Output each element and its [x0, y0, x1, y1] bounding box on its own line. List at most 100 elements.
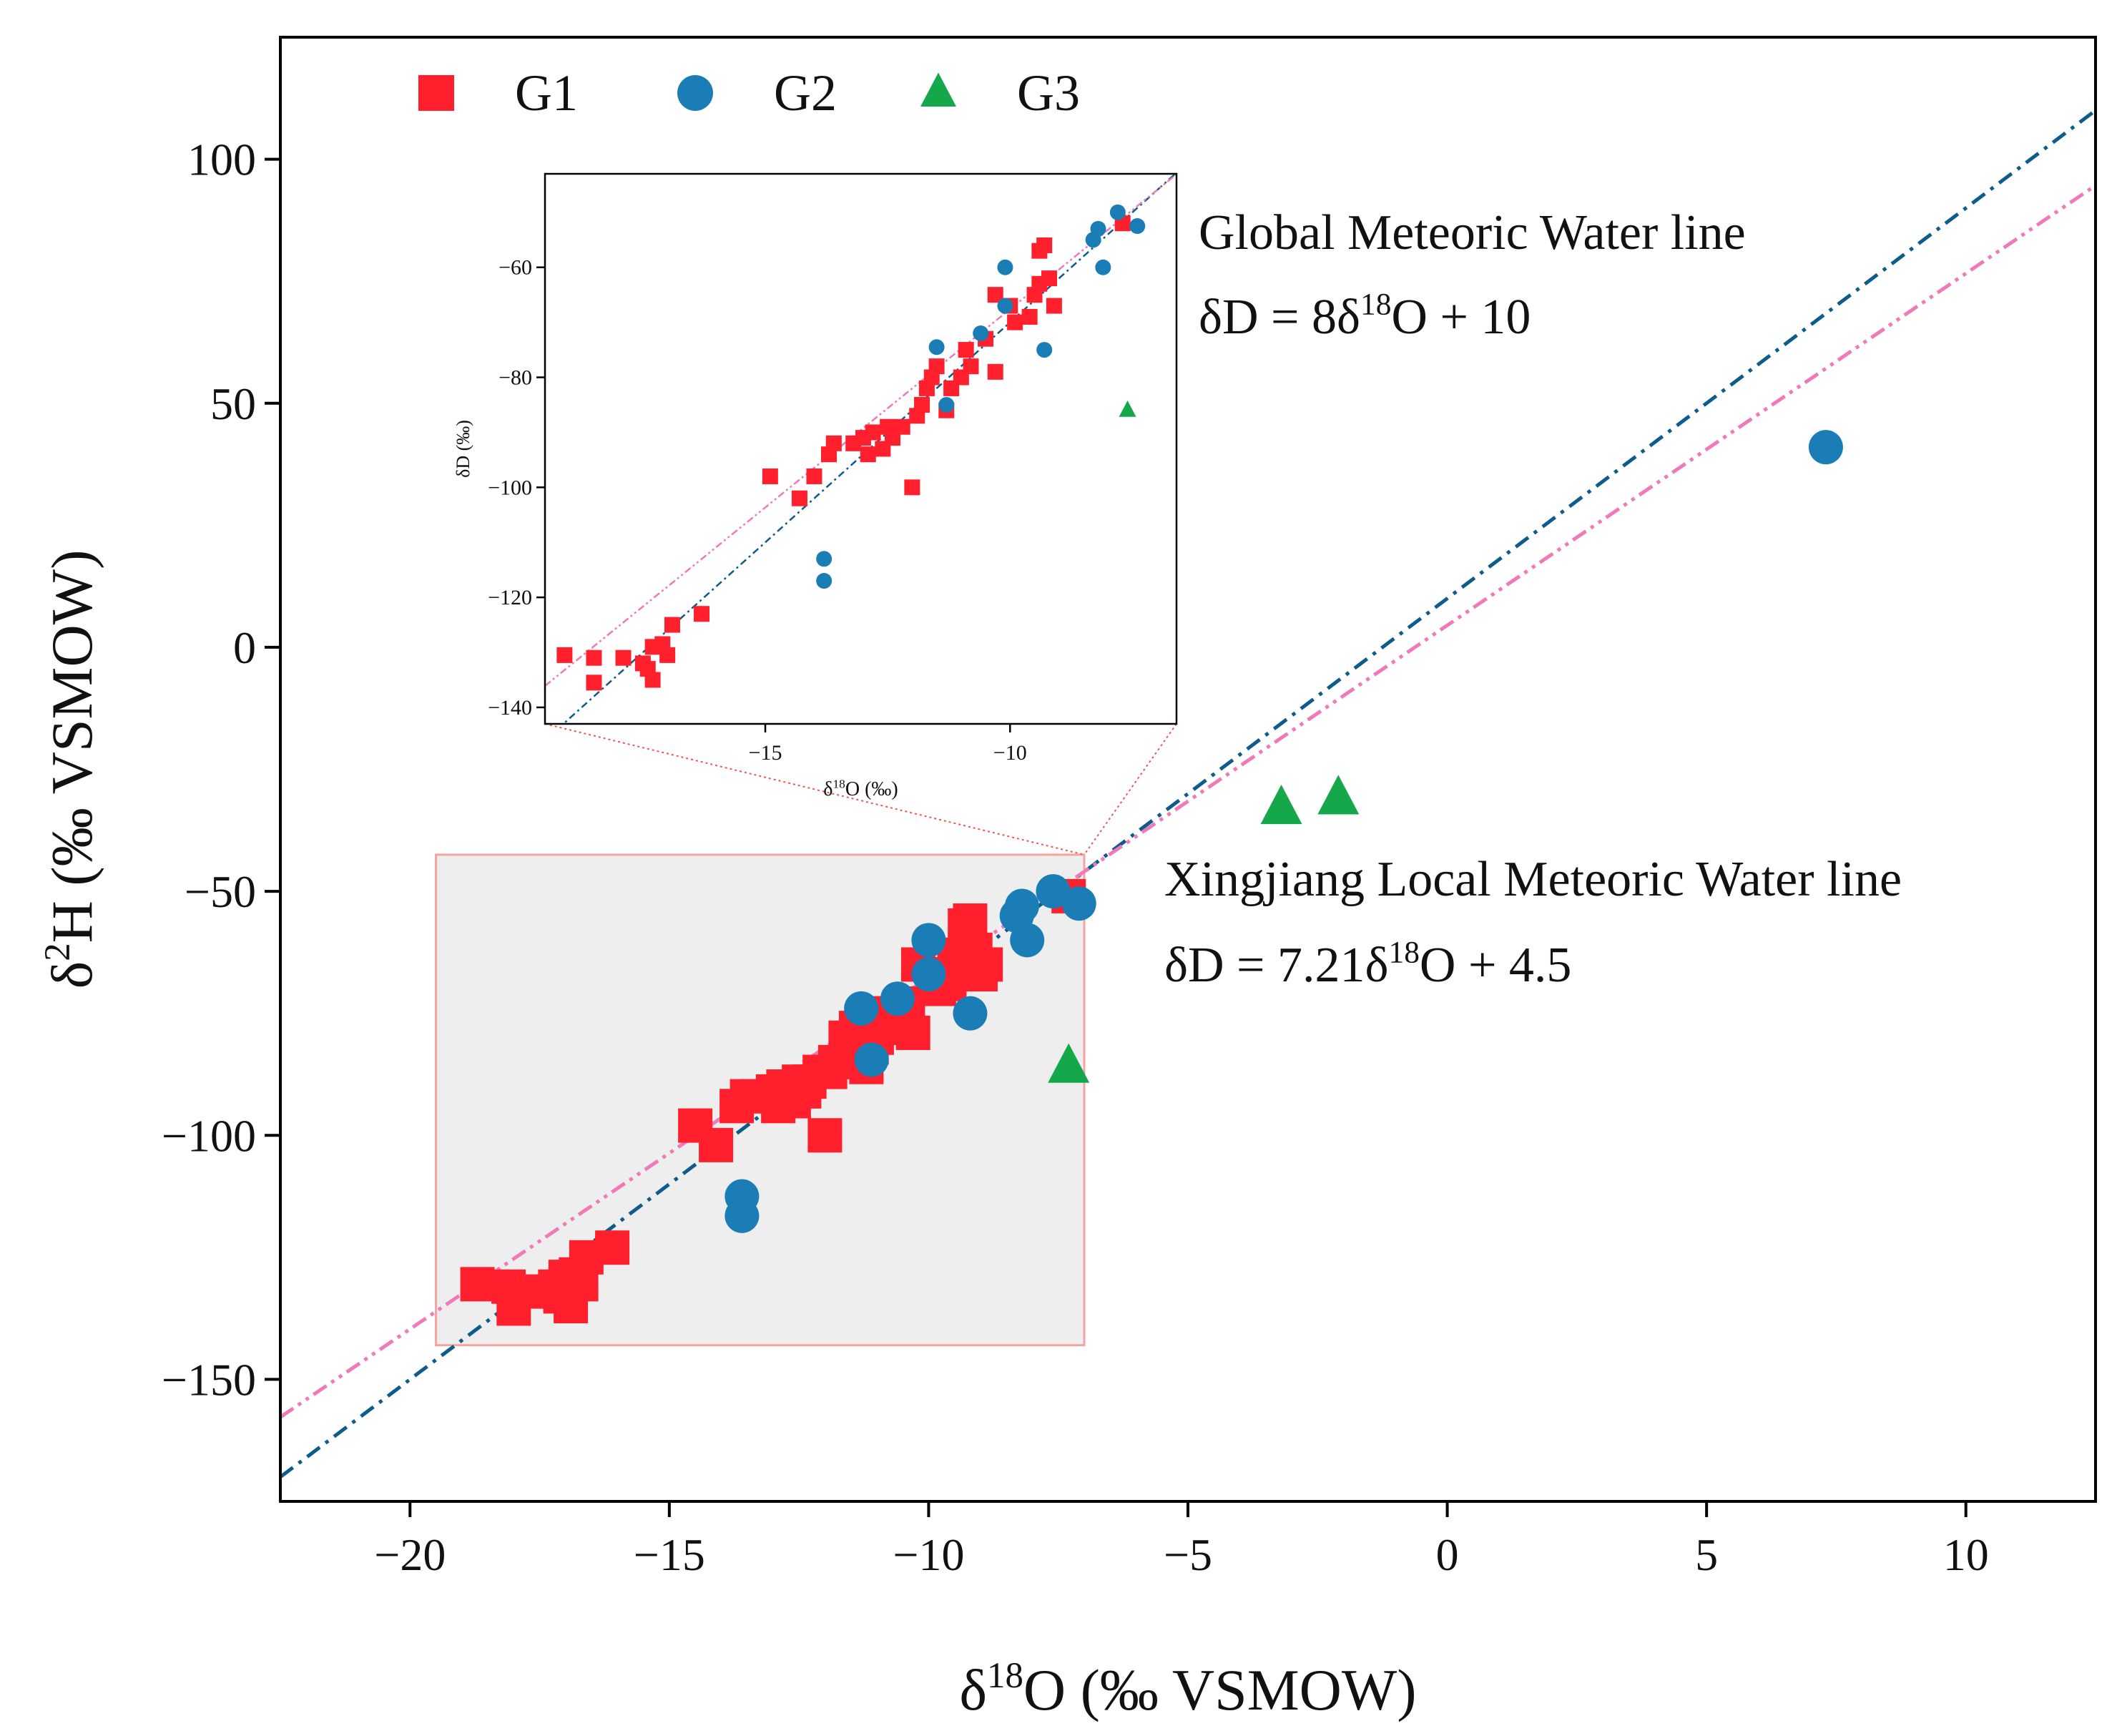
- inset-point-g2-1: [816, 573, 832, 589]
- inset-point-g1-11: [694, 606, 710, 622]
- lmwl-equation-sup: 18: [1389, 935, 1420, 969]
- inset-point-g1-19: [860, 446, 876, 463]
- inset-series-g3: [1119, 400, 1136, 417]
- main-xtick-label: 10: [1943, 1529, 1989, 1580]
- gmwl-label: Global Meteoric Water line: [1199, 205, 1746, 260]
- inset-point-g2-0: [816, 551, 832, 567]
- inset-x-axis-title-sup: 18: [832, 777, 845, 790]
- legend-marker-g1: [418, 75, 454, 111]
- inset-point-g2-9: [1090, 220, 1106, 237]
- legend-item-g1: G1: [418, 64, 578, 122]
- main-y-axis-title-pre: δ: [39, 961, 104, 989]
- main-point-g3-1: [1317, 775, 1360, 815]
- inset-point-g2-2: [928, 339, 945, 355]
- inset-xtick-label: −10: [993, 741, 1027, 765]
- main-y-axis-title-post: H (‰ VSMOW): [39, 550, 104, 943]
- inset-point-g1-37: [987, 363, 1003, 380]
- inset-point-g1-1: [586, 649, 602, 666]
- inset-ytick-label: −100: [488, 476, 532, 499]
- gmwl-equation: δD = 8δ18O + 10: [1199, 287, 1531, 345]
- main-xtick-label: −15: [634, 1529, 705, 1580]
- inset-point-g1-34: [958, 342, 974, 358]
- main-point-g2-1: [724, 1198, 760, 1233]
- inset-point-g2-11: [1109, 204, 1126, 220]
- inset-point-g1-35: [963, 358, 979, 375]
- main-series-g1: [460, 878, 1086, 1326]
- inset-point-g1-14: [806, 468, 822, 484]
- inset-point-g1-16: [825, 435, 842, 451]
- main-x-axis-title: δ18O (‰ VSMOW): [959, 1655, 1416, 1722]
- inset-point-g2-5: [997, 259, 1013, 275]
- main-point-g3-2: [1048, 1043, 1090, 1083]
- inset-point-g1-12: [762, 468, 778, 484]
- main-xtick-label: −20: [374, 1529, 446, 1580]
- main-ytick-label: −50: [185, 866, 256, 917]
- main-point-g2-4: [880, 981, 915, 1016]
- inset-point-g1-41: [1021, 308, 1038, 325]
- lmwl-label: Xingjiang Local Meteoric Water line: [1164, 852, 1902, 907]
- main-point-g2-13: [1808, 430, 1843, 465]
- inset-point-g1-13: [791, 490, 807, 506]
- inset-x-axis-title-post: O (‰): [845, 778, 898, 800]
- inset-point-g1-24: [894, 418, 910, 435]
- inset-point-g1-7: [644, 672, 661, 688]
- inset-x-axis-title: δ18O (‰): [823, 777, 898, 800]
- main-point-g2-11: [1036, 874, 1071, 909]
- inset-point-g2-10: [1095, 259, 1111, 275]
- main-point-g1-48: [968, 947, 1003, 982]
- inset-point-g1-40: [1007, 314, 1023, 330]
- main-ytick-label: 0: [233, 622, 256, 673]
- main-line-lmwl: [280, 184, 2096, 1419]
- main-ytick-label: 100: [187, 134, 256, 185]
- main-point-g1-0: [460, 1267, 495, 1302]
- main-point-g1-13: [699, 1127, 734, 1162]
- main-point-g2-6: [911, 957, 946, 992]
- inset-ytick-label: −80: [498, 366, 532, 390]
- main-xtick-label: 0: [1436, 1529, 1459, 1580]
- inset-point-g2-12: [1129, 218, 1146, 235]
- inset-point-g1-10: [664, 617, 680, 633]
- zoom-connector-left: [544, 723, 1085, 855]
- legend-marker-g3: [920, 72, 956, 107]
- inset-ytick-label: −140: [488, 696, 532, 720]
- inset-y-axis-title: δD (‰): [453, 420, 473, 478]
- legend-label-g2: G2: [774, 64, 837, 122]
- main-xtick-label: −10: [893, 1529, 964, 1580]
- main-point-g2-9: [1004, 888, 1039, 923]
- inset-point-g3-0: [1119, 400, 1136, 417]
- main-point-g1-37: [895, 1015, 930, 1050]
- inset-point-g1-0: [556, 647, 573, 663]
- inset-point-g2-6: [997, 298, 1013, 314]
- main-ytick-label: −150: [162, 1354, 256, 1405]
- main-ytick-label: −100: [162, 1110, 256, 1161]
- gmwl-equation-post: O + 10: [1391, 290, 1531, 345]
- inset-point-g2-7: [1036, 342, 1053, 358]
- main-point-g2-10: [1010, 923, 1045, 958]
- main-point-g3-0: [1260, 785, 1302, 825]
- inset-point-g2-4: [973, 325, 989, 342]
- legend-item-g2: G2: [677, 64, 837, 122]
- inset-series-g2: [816, 204, 1146, 589]
- inset-xtick-label: −15: [749, 741, 782, 765]
- inset-point-g1-45: [1036, 237, 1053, 253]
- main-x-axis-title-pre: δ: [959, 1657, 987, 1722]
- gmwl-equation-pre: δD = 8δ: [1199, 290, 1360, 345]
- gmwl-equation-sup: 18: [1360, 287, 1391, 321]
- main-xtick-label: 5: [1695, 1529, 1718, 1580]
- inset-point-g1-47: [1046, 298, 1062, 314]
- lmwl-equation-post: O + 4.5: [1420, 938, 1572, 993]
- inset-ytick-label: −120: [488, 586, 532, 609]
- inset-point-g1-25: [904, 479, 920, 496]
- lmwl-equation: δD = 7.21δ18O + 4.5: [1164, 935, 1571, 993]
- main-y-axis-title-sup: 2: [37, 943, 77, 961]
- main-point-g2-3: [854, 1042, 889, 1077]
- inset-point-g1-2: [586, 675, 602, 691]
- zoom-connector-right: [1084, 723, 1177, 855]
- main-series-g3: [1048, 775, 1360, 1083]
- inset-y-axis-title-pre: δD (‰): [453, 420, 473, 478]
- inset-point-g1-38: [987, 287, 1003, 303]
- main-point-g1-11: [595, 1230, 630, 1265]
- inset-ytick-label: −60: [498, 256, 532, 280]
